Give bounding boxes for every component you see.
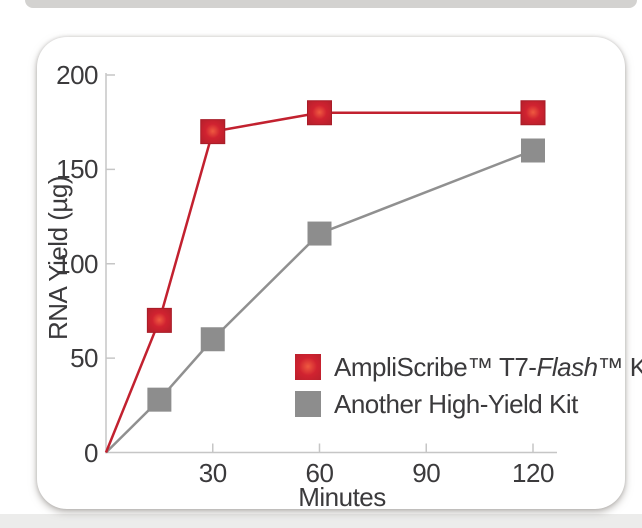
legend-label-ampliscribe: AmpliScribe™ T7-Flash™ Kit <box>334 354 642 380</box>
y-tick-label: 0 <box>84 437 98 468</box>
legend: AmpliScribe™ T7-Flash™ Kit Another High-… <box>295 354 642 428</box>
legend-item-ampliscribe: AmpliScribe™ T7-Flash™ Kit <box>295 354 642 380</box>
page-background-strip <box>0 514 642 528</box>
gray-square-legend-marker <box>295 391 321 417</box>
red-square-marker <box>520 100 546 126</box>
red-square-marker <box>200 119 226 145</box>
x-tick-label: 30 <box>198 457 227 488</box>
gray-square-marker <box>520 138 545 163</box>
red-square-marker <box>306 100 332 126</box>
x-tick-label: 60 <box>305 457 334 488</box>
x-tick-label: 90 <box>412 457 441 488</box>
legend-text-italic-part: Flash <box>536 352 598 382</box>
gray-square-marker <box>147 387 172 412</box>
x-tick-label: 120 <box>512 457 554 488</box>
y-tick-label: 100 <box>56 248 98 279</box>
legend-text-part: AmpliScribe™ T7- <box>334 352 537 382</box>
legend-label-other-kit: Another High-Yield Kit <box>334 389 578 419</box>
legend-text-part: ™ Kit <box>597 352 642 382</box>
adjacent-card-bottom-edge <box>25 0 637 8</box>
y-tick-label: 50 <box>70 343 98 374</box>
red-square-marker <box>146 307 172 333</box>
chart-card: RNA Yield (µg) Minutes 0 50 100 150 200 30 60 9… <box>37 37 642 512</box>
x-axis-title: Minutes <box>298 482 386 512</box>
y-tick-label: 150 <box>56 154 98 185</box>
y-tick-label: 200 <box>56 60 98 90</box>
legend-item-other-kit: Another High-Yield Kit <box>295 391 642 417</box>
chart-canvas <box>104 73 557 454</box>
gray-square-marker <box>200 327 225 352</box>
red-square-legend-marker <box>295 354 321 380</box>
gray-square-marker <box>307 221 332 246</box>
